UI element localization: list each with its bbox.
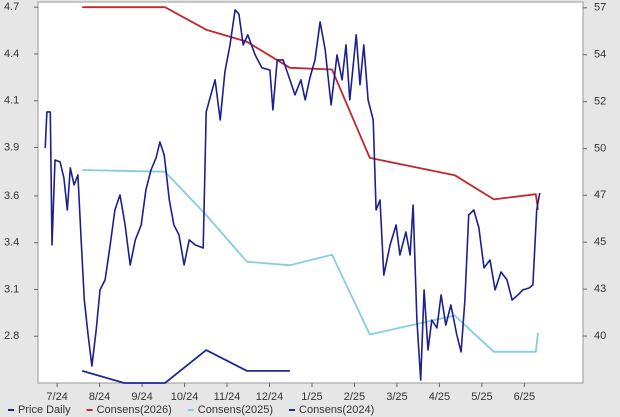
series-line — [81, 349, 290, 384]
x-tick-label: 11/24 — [214, 391, 241, 403]
y-tick-label: 3.6 — [4, 190, 19, 202]
y2-tick-label: 52 — [594, 96, 606, 108]
x-tick-label: 4/25 — [429, 391, 450, 403]
legend-label: Consens(2025) — [198, 404, 273, 416]
x-tick-label: 8/24 — [89, 391, 110, 403]
y2-tick-label: 40 — [594, 330, 606, 342]
x-tick-label: 12/24 — [256, 391, 284, 403]
y2-tick-label: 45 — [594, 236, 606, 248]
y2-tick-label: 43 — [594, 283, 606, 295]
series-line — [44, 9, 541, 381]
y-tick-label: 4.4 — [4, 48, 19, 60]
y2-tick-label: 54 — [594, 49, 606, 61]
x-tick-label: 2/25 — [344, 391, 365, 403]
y-tick-label: 4.7 — [4, 1, 19, 13]
series-line — [82, 6, 539, 210]
x-tick-label: 5/25 — [471, 391, 492, 403]
x-tick-label: 1/25 — [301, 391, 322, 403]
x-tick-label: 7/24 — [46, 391, 67, 403]
y-tick-label: 3.4 — [4, 237, 19, 249]
y2-tick-label: 50 — [594, 142, 606, 154]
y-tick-label: 3.1 — [4, 283, 19, 295]
y-tick-label: 4.1 — [4, 95, 19, 107]
y2-tick-label: 47 — [594, 189, 606, 201]
legend-label: Consens(2026) — [97, 404, 172, 416]
x-tick-label: 9/24 — [131, 391, 152, 403]
series-line — [82, 169, 539, 353]
x-tick-label: 6/25 — [514, 391, 535, 403]
legend-label: Consens(2024) — [299, 404, 374, 416]
y-tick-label: 2.8 — [4, 330, 19, 342]
y2-tick-label: 57 — [594, 2, 606, 14]
x-tick-label: 3/25 — [386, 391, 407, 403]
y-tick-label: 3.9 — [4, 141, 19, 153]
plot-area — [37, 1, 584, 384]
x-tick-label: 10/24 — [171, 391, 199, 403]
legend-label: Price Daily — [18, 404, 71, 416]
